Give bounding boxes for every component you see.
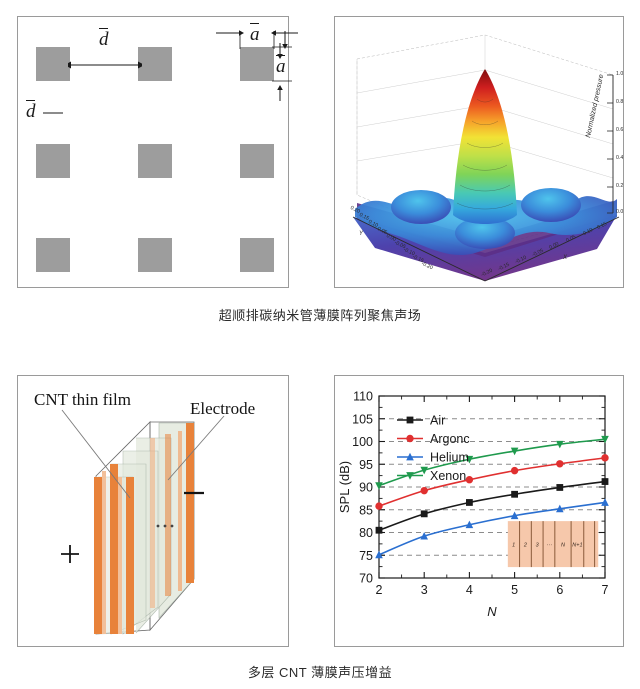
series-argonc — [375, 454, 609, 510]
y-tick-label: 105 — [352, 412, 373, 426]
array-square — [138, 47, 172, 81]
inset-layer-label: 1 — [512, 542, 515, 548]
x-tick-label: 4 — [466, 583, 473, 597]
array-square — [36, 47, 70, 81]
inset-layer-label: N+1 — [572, 542, 582, 548]
series-helium — [375, 498, 609, 559]
legend-item-xenon[interactable]: Xenon — [397, 469, 466, 483]
array-square — [240, 47, 274, 81]
panel-focused-acoustic-field: 1.0 0.8 0.6 0.4 0.2 0.0 Normalized press… — [334, 16, 624, 288]
z-tick-label: 1.0 — [616, 71, 623, 77]
caption-bottom: 多层 CNT 薄膜声压增益 — [247, 665, 393, 680]
z-tick-label: 0.2 — [616, 183, 623, 189]
panel-square-array: d d a a — [17, 16, 298, 288]
label-cnt-thin-film: CNT thin film — [34, 390, 131, 409]
x-tick-label: 7 — [602, 583, 609, 597]
x-tick-label: 6 — [556, 583, 563, 597]
series-xenon — [375, 435, 609, 490]
x-tick-label: 5 — [511, 583, 518, 597]
size-label-width: a — [250, 23, 260, 45]
label-electrode: Electrode — [190, 399, 256, 418]
array-square — [138, 144, 172, 178]
array-square — [138, 238, 172, 272]
surface-plot-3d — [352, 34, 620, 282]
layer-stack-inset: 1 2 3 ⋯ N N+1 — [507, 521, 599, 568]
series-air — [375, 478, 609, 534]
z-tick-label: 0.6 — [616, 127, 623, 133]
x-tick-label: 2 — [376, 583, 383, 597]
z-tick-label: 0.8 — [616, 99, 623, 105]
z-tick-label: 0.0 — [616, 209, 623, 215]
pitch-arrow-horizontal — [68, 61, 142, 69]
x-tick-label: 3 — [421, 583, 428, 597]
x-axis-title: X — [563, 255, 568, 261]
array-square — [240, 144, 274, 178]
inset-layer-label: N — [561, 542, 565, 548]
y-axis-title: Y — [359, 231, 364, 237]
cnt-stack-diagram — [61, 409, 225, 635]
y-tick-label: 75 — [359, 549, 373, 563]
legend-item-argonc[interactable]: Argonc — [397, 432, 470, 446]
x-axis-title: N — [487, 604, 497, 619]
y-tick-label: 70 — [359, 572, 373, 586]
array-square — [36, 144, 70, 178]
pitch-label-vertical: d — [26, 100, 36, 122]
panel-spl-gain-chart: 70 75 80 85 90 95 100 105 110 2 3 4 5 6 7 1 2 3 ⋯ N N+1 Air… — [334, 375, 624, 647]
y-tick-label: 85 — [359, 503, 373, 517]
y-tick-label: 80 — [359, 526, 373, 540]
z-tick-label: 0.4 — [616, 155, 623, 161]
legend-item-helium[interactable]: Helium — [397, 451, 469, 465]
legend-label: Argonc — [430, 432, 470, 446]
size-dimension-height — [272, 43, 292, 101]
array-square — [240, 238, 274, 272]
array-square — [36, 238, 70, 272]
legend-label: Xenon — [430, 469, 466, 483]
y-axis-title: SPL (dB) — [337, 461, 352, 513]
size-dimension-width — [216, 30, 298, 49]
y-tick-label: 100 — [352, 435, 373, 449]
legend-item-air[interactable]: Air — [397, 414, 445, 428]
spl-line-chart: 70 75 80 85 90 95 100 105 110 2 3 4 5 6 7 1 2 3 ⋯ N N+1 Air… — [337, 390, 609, 619]
y-tick-label: 110 — [353, 390, 373, 404]
inset-layer-label: 3 — [536, 542, 540, 548]
inset-layer-label: 2 — [523, 542, 527, 548]
pitch-arrow-vertical — [43, 109, 63, 117]
y-tick-label: 90 — [359, 481, 373, 495]
legend-label: Helium — [430, 451, 469, 465]
size-label-height: a — [276, 55, 286, 77]
caption-top: 超顺排碳纳米管薄膜阵列聚焦声场 — [218, 308, 422, 323]
pitch-label-horizontal: d — [99, 28, 109, 50]
inset-layer-label: ⋯ — [546, 542, 552, 548]
panel-multilayer-cnt-stack: CNT thin film Electrode — [17, 375, 289, 647]
y-tick-label: 95 — [359, 458, 373, 472]
legend-label: Air — [430, 414, 445, 428]
